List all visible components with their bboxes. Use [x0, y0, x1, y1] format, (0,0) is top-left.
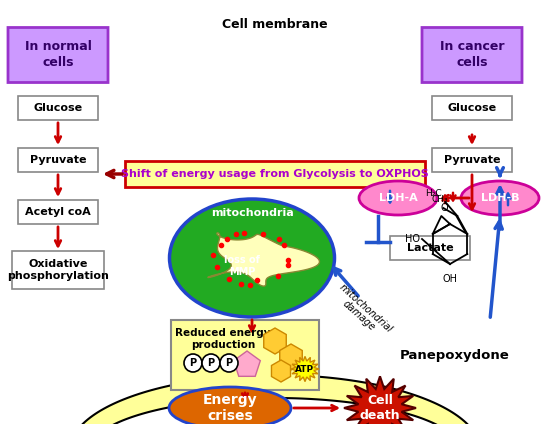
Text: Pyruvate: Pyruvate: [444, 155, 500, 165]
Text: Shift of energy usage from Glycolysis to OXPHOS: Shift of energy usage from Glycolysis to…: [121, 169, 429, 179]
Ellipse shape: [359, 181, 437, 215]
Text: Panepoxydone: Panepoxydone: [400, 349, 510, 362]
Text: LDH-A: LDH-A: [378, 193, 417, 203]
Polygon shape: [208, 233, 320, 286]
Text: CH₃: CH₃: [431, 195, 448, 204]
Text: P: P: [189, 358, 196, 368]
Bar: [18, 148, 98, 172]
Circle shape: [220, 354, 238, 372]
Ellipse shape: [169, 387, 291, 424]
Ellipse shape: [169, 199, 334, 317]
Bar: [18, 200, 98, 224]
Text: Reduced energy
production: Reduced energy production: [175, 328, 271, 350]
Text: Cell
death: Cell death: [360, 394, 400, 422]
Text: Oxidative
phosphorylation: Oxidative phosphorylation: [7, 259, 109, 281]
Text: mitochondrial
damage: mitochondrial damage: [330, 282, 394, 342]
Text: P: P: [207, 358, 214, 368]
Bar: [432, 96, 512, 120]
Circle shape: [184, 354, 202, 372]
Text: Cell membrane: Cell membrane: [222, 18, 328, 31]
Text: HO: HO: [404, 234, 420, 244]
Text: OH: OH: [443, 274, 458, 284]
Text: ATP: ATP: [295, 365, 315, 374]
Text: Pyruvate: Pyruvate: [30, 155, 86, 165]
Text: P: P: [226, 358, 233, 368]
Polygon shape: [291, 357, 319, 382]
Text: Energy
crises: Energy crises: [203, 393, 257, 423]
FancyBboxPatch shape: [8, 28, 108, 83]
Text: In normal
cells: In normal cells: [25, 41, 91, 70]
Ellipse shape: [461, 181, 539, 215]
Bar: [432, 148, 512, 172]
Text: Lactate: Lactate: [406, 243, 453, 253]
Bar: [125, 161, 425, 187]
Text: O: O: [441, 203, 448, 213]
Bar: [18, 96, 98, 120]
Bar: [171, 320, 319, 390]
Text: Glucose: Glucose: [448, 103, 497, 113]
Text: Acetyl coA: Acetyl coA: [25, 207, 91, 217]
Text: mitochondria: mitochondria: [211, 208, 293, 218]
Bar: [390, 236, 470, 260]
Polygon shape: [70, 375, 480, 424]
Text: LDH-B: LDH-B: [481, 193, 519, 203]
Circle shape: [202, 354, 220, 372]
Text: H₂C: H₂C: [425, 189, 441, 198]
Text: loss of
MMP: loss of MMP: [224, 255, 260, 277]
Bar: [12, 251, 104, 289]
FancyBboxPatch shape: [422, 28, 522, 83]
Polygon shape: [344, 377, 416, 424]
Text: Glucose: Glucose: [34, 103, 82, 113]
Text: In cancer
cells: In cancer cells: [440, 41, 504, 70]
